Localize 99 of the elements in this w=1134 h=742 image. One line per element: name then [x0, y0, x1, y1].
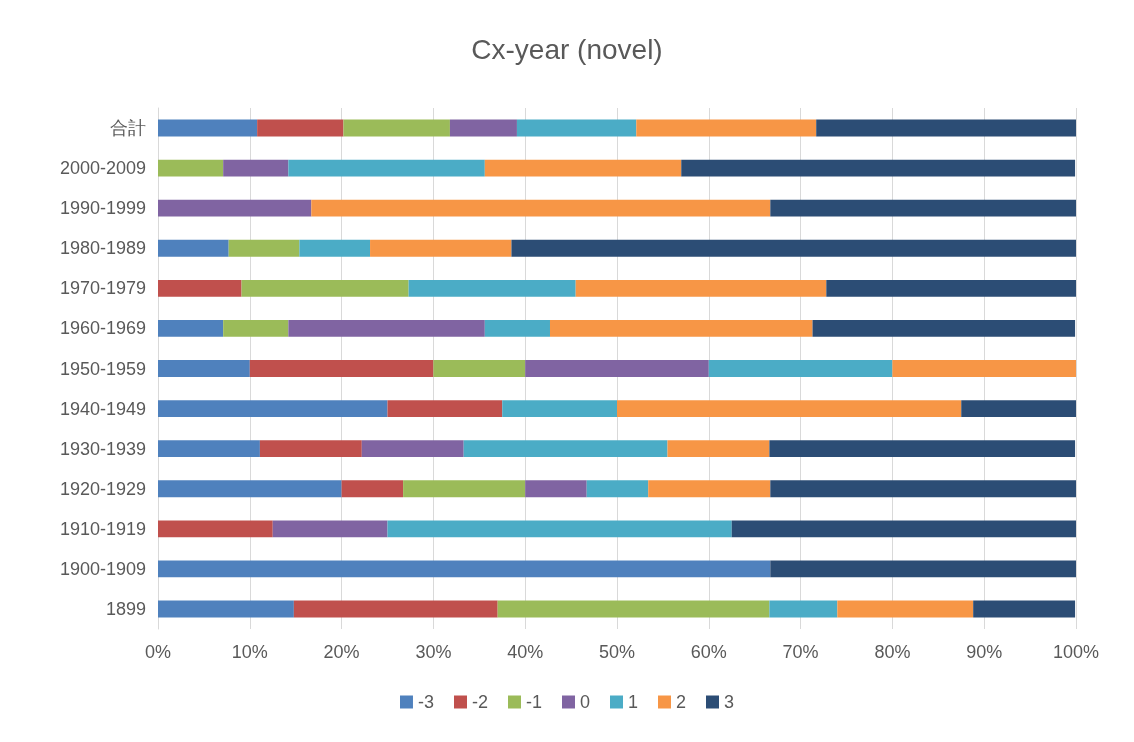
bar — [288, 320, 485, 337]
bar — [343, 119, 450, 137]
bar — [511, 239, 1076, 257]
bar — [158, 199, 312, 217]
bar — [387, 400, 503, 417]
bar — [617, 400, 962, 417]
bar — [158, 520, 273, 538]
bar — [549, 320, 813, 337]
bar — [158, 119, 258, 137]
bar — [257, 119, 344, 137]
y-tick-label: 1940-1949 — [59, 398, 146, 419]
y-tick-label: 1900-1909 — [59, 558, 146, 579]
legend-label: -1 — [525, 692, 542, 712]
bar — [770, 199, 1076, 217]
legend-label: 0 — [579, 692, 590, 712]
bar — [837, 600, 974, 618]
bar — [812, 320, 1076, 337]
bar — [516, 119, 637, 137]
bar — [463, 440, 668, 458]
x-tick-label: 90% — [966, 642, 1003, 662]
x-tick-label: 20% — [323, 642, 360, 662]
bar — [249, 360, 434, 377]
bar — [158, 159, 224, 177]
y-tick-label: 1990-1999 — [59, 198, 146, 219]
bar — [158, 360, 250, 377]
bar — [311, 199, 771, 217]
bar — [667, 440, 770, 458]
bar — [223, 159, 289, 177]
y-tick-label: 1970-1979 — [59, 278, 146, 299]
bar — [636, 119, 817, 137]
bar — [259, 440, 362, 458]
bar — [449, 119, 517, 137]
bar — [272, 520, 388, 538]
x-tick-label: 30% — [415, 642, 452, 662]
legend-label: 2 — [676, 692, 687, 712]
bar — [299, 239, 371, 257]
x-tick-label: 100% — [1052, 642, 1100, 662]
x-tick-label: 50% — [598, 642, 636, 662]
bar — [158, 320, 224, 337]
bar — [681, 159, 1076, 177]
bar — [408, 279, 576, 297]
x-tick-label: 80% — [874, 642, 911, 662]
bar — [158, 400, 388, 417]
bar — [158, 440, 260, 458]
bar — [892, 360, 1076, 377]
y-tick-label: 1920-1929 — [59, 478, 146, 499]
bar — [502, 400, 617, 417]
bar — [484, 320, 550, 337]
bar — [973, 600, 1076, 618]
bar — [403, 480, 526, 498]
x-tick-label: 40% — [507, 642, 544, 662]
y-tick-label: 2000-2009 — [59, 158, 146, 179]
x-tick-label: 60% — [690, 642, 727, 662]
x-tick-label: 10% — [231, 642, 268, 662]
bar — [826, 279, 1076, 297]
bar — [158, 560, 771, 578]
legend-label: 1 — [628, 692, 639, 712]
bar — [288, 159, 485, 177]
x-tick-label: 70% — [782, 642, 819, 662]
bar — [293, 600, 498, 618]
y-tick-label: 合計 — [110, 118, 146, 139]
bar — [575, 279, 827, 297]
bar — [158, 600, 294, 618]
bar — [770, 480, 1076, 498]
y-tick-label: 1899 — [105, 598, 146, 619]
bar — [770, 560, 1076, 578]
chart-title: Cx-year (novel) — [471, 33, 663, 65]
bar — [484, 159, 682, 177]
y-tick-label: 1910-1919 — [59, 518, 146, 539]
bar — [648, 480, 771, 498]
bar — [769, 600, 838, 618]
bar — [361, 440, 464, 458]
bar — [370, 239, 512, 257]
bar — [158, 239, 229, 257]
bar — [586, 480, 649, 498]
y-tick-label: 1930-1939 — [59, 438, 146, 459]
bar — [387, 520, 732, 538]
bar — [433, 360, 526, 377]
y-tick-label: 1950-1959 — [59, 358, 146, 379]
bar — [731, 520, 1076, 538]
bar — [228, 239, 300, 257]
y-tick-label: 1960-1969 — [59, 318, 146, 339]
bar — [341, 480, 404, 498]
y-tick-label: 1980-1989 — [59, 238, 146, 259]
bar — [497, 600, 770, 618]
bar — [158, 279, 242, 297]
bar — [241, 279, 409, 297]
bar — [961, 400, 1076, 417]
bar — [708, 360, 893, 377]
legend-label: 3 — [724, 692, 735, 712]
bar — [525, 360, 709, 377]
legend-label: -3 — [417, 692, 434, 712]
bar — [525, 480, 587, 498]
bar — [816, 119, 1076, 137]
x-tick-label: 0% — [144, 642, 172, 662]
bar — [158, 480, 342, 498]
legend-label: -2 — [471, 692, 488, 712]
bar — [223, 320, 289, 337]
bar — [769, 440, 1076, 458]
